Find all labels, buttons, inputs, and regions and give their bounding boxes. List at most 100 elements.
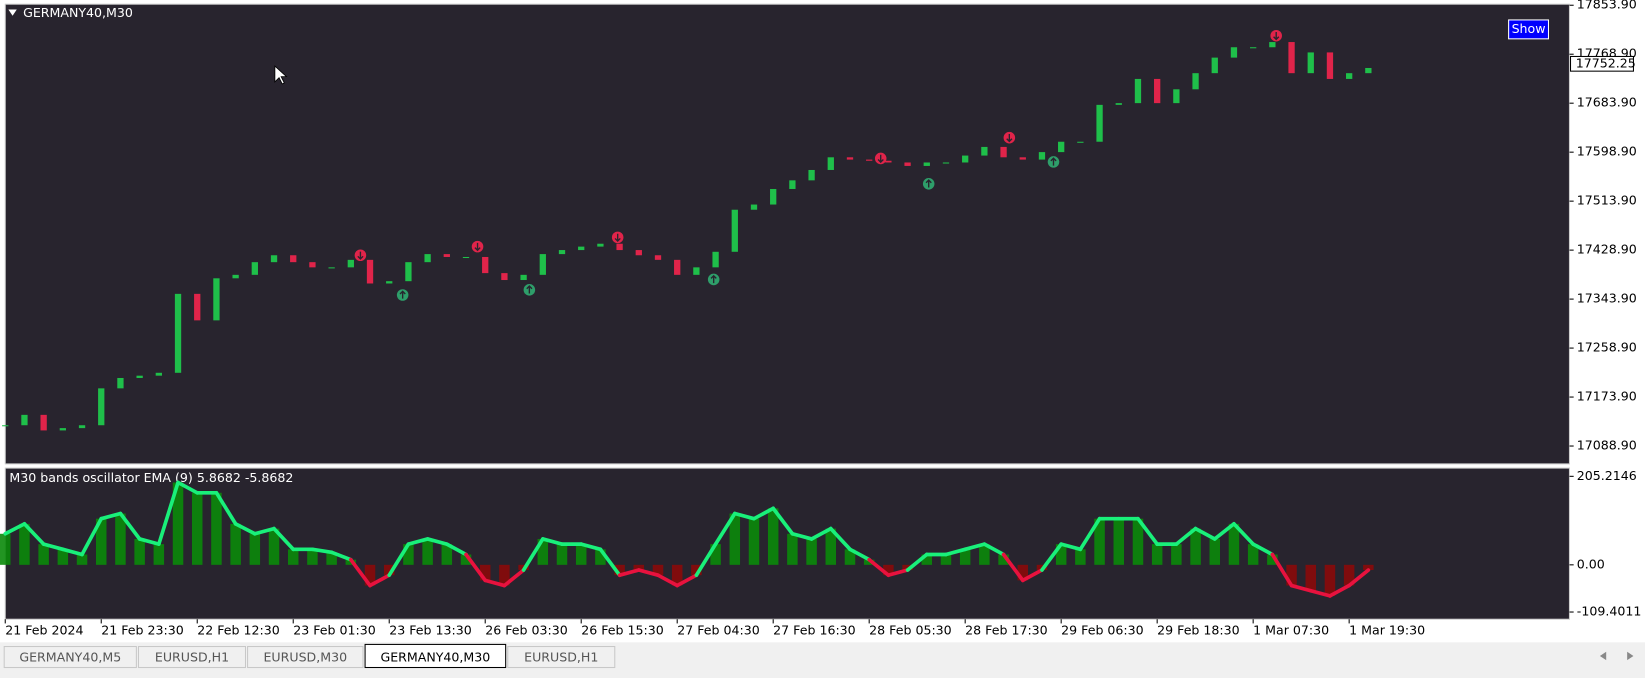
tab-label[interactable]: EURUSD,H1 [524,650,598,665]
oscillator-bar [364,564,376,586]
oscillator-bar [825,528,837,565]
oscillator-line [809,526,833,541]
oscillator-bar [1132,518,1144,565]
candle [635,250,642,256]
oscillator-bar [1171,544,1182,565]
x-tick-label: 26 Feb 03:30 [485,622,568,637]
tab-label[interactable]: GERMANY40,M5 [19,650,121,665]
candle [328,267,335,269]
tab[interactable] [507,645,616,669]
oscillator-line [1078,516,1102,552]
oscillator-line [118,511,142,541]
oscillator-bar [921,554,933,565]
price-panel [4,3,1570,465]
oscillator-line [713,511,737,546]
y-tick-label: 17428.90 [1577,242,1637,257]
oscillator-line [387,542,411,578]
tab[interactable] [247,645,364,669]
oscillator-bar [556,544,568,565]
oscillator-bar [902,564,913,571]
oscillator-bar [1055,544,1067,565]
oscillator-line [310,547,334,555]
candle [1288,42,1295,74]
y-tick-label: 17683.90 [1577,95,1637,110]
oscillator-bar [287,549,299,565]
oscillator-bar [1190,528,1201,565]
x-tick-label: 22 Feb 12:30 [197,622,280,637]
candle [981,146,988,156]
candle [290,255,297,263]
candle [251,262,258,275]
candle [136,375,143,378]
candle [443,254,450,257]
candle [1154,78,1161,104]
oscillator-line [963,542,987,552]
oscillator-line [425,537,449,546]
candle [1058,141,1065,153]
oscillator-bar [1094,518,1105,565]
tab-scroll-left[interactable] [1599,651,1607,661]
candle [1096,104,1103,142]
oscillator-bar [422,538,433,565]
show-button[interactable] [1508,19,1550,40]
tab-label[interactable]: GERMANY40,M30 [380,650,490,665]
oscillator-line [675,573,699,588]
x-tick-label: 1 Mar 19:30 [1349,622,1425,637]
oscillator-bar [1324,564,1336,596]
oscillator-line [1308,588,1332,598]
oscillator-bar [172,482,184,565]
tab-scroll-right[interactable] [1627,651,1634,661]
oscillator-line [1347,568,1371,588]
candle [1250,47,1257,49]
oscillator-line [828,526,852,552]
tab-label[interactable]: EURUSD,M30 [263,650,347,665]
oscillator-bar [1286,564,1297,586]
y-tick-label: 17173.90 [1577,389,1637,404]
oscillator-line [502,568,526,588]
tab[interactable] [364,643,507,669]
show-button-label[interactable]: Show [1512,21,1546,36]
oscillator-bar [710,544,721,565]
y-tick-label: 17853.90 [1577,0,1637,12]
oscillator-line [848,547,872,562]
oscillator-line [1270,552,1294,588]
candle [366,259,374,284]
oscillator-bar [1305,564,1316,591]
last-price-label: 17752.25 [1576,55,1636,70]
oscillator-bar [19,523,30,565]
x-tick-label: 27 Feb 16:30 [773,622,856,637]
oscillator-bar [383,564,395,576]
oscillator-line [540,537,564,546]
oscillator-bar [1209,538,1221,565]
candle [654,255,662,260]
y-tick-label: 17513.90 [1577,193,1637,208]
oscillator-line [483,578,507,588]
oscillator-line [1251,542,1275,557]
y-tick-label: 17598.90 [1577,144,1637,159]
candle [885,160,892,163]
tab-label[interactable]: EURUSD,H1 [155,650,229,665]
oscillator-bar [38,544,49,565]
candle [117,377,124,389]
signal-arrow [1006,134,1013,143]
oscillator-line [905,552,929,572]
collapse-icon[interactable] [8,9,17,16]
tab[interactable] [137,645,247,669]
candle [1307,52,1314,74]
oscillator-line [368,573,392,588]
signal-arrow [399,290,406,299]
tab[interactable] [3,645,137,669]
oscillator-line [732,511,756,521]
candle [1134,78,1142,104]
oscillator-line [41,542,65,552]
candle [750,204,758,210]
oscillator-bar [1363,564,1374,571]
oscillator-line [272,526,296,552]
candle [789,180,796,189]
oscillator-line [656,573,680,588]
oscillator-bar [1017,564,1029,581]
oscillator-bar [863,559,875,565]
oscillator-line [464,552,488,583]
signal-arrow [925,179,932,188]
candle [232,274,239,279]
